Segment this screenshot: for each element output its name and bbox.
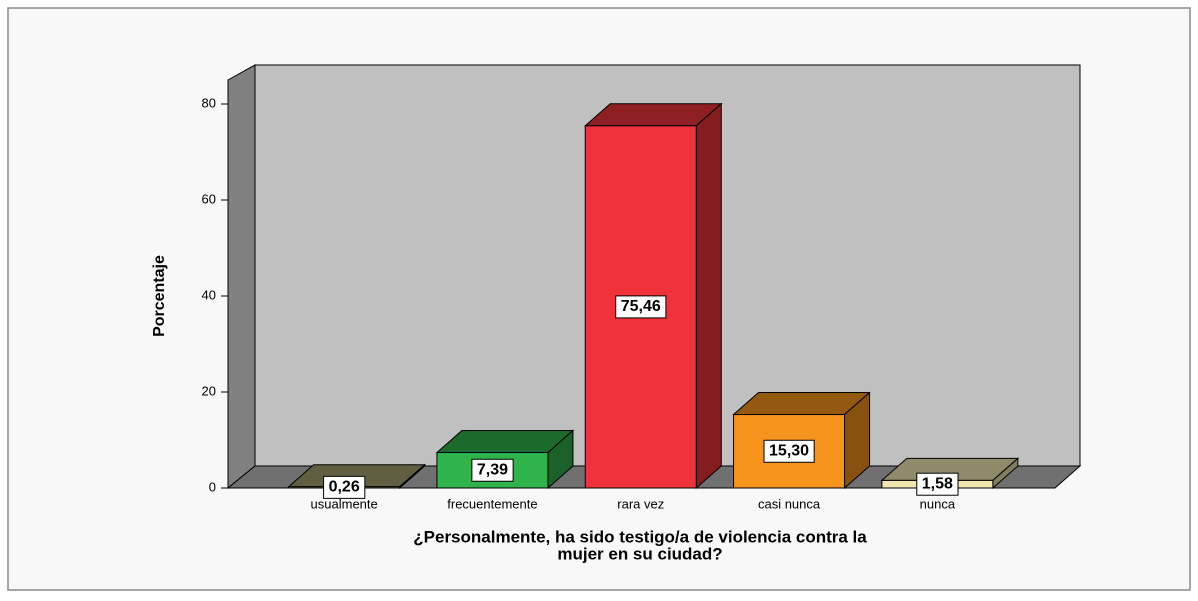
value-label-box [763,439,815,463]
value-label: 7,39 [477,461,508,478]
left-wall [227,64,256,490]
value-label-box [471,458,514,482]
value-label-box [323,475,366,499]
y-axis-label: Porcentaje [151,255,168,337]
y-tick-label: 60 [202,191,216,206]
y-tick-label: 20 [202,383,216,398]
x-tick-label: casi nunca [758,496,821,511]
x-tick-label: rara vez [617,496,664,511]
value-label: 75,46 [621,298,661,315]
x-tick-label: frecuentemente [447,496,537,511]
value-label: 15,30 [769,442,809,459]
x-axis-label: mujer en su ciudad? [557,544,722,563]
x-tick-label: nunca [920,496,956,511]
y-tick-label: 40 [202,287,216,302]
value-label-box [916,472,959,496]
bar [733,414,846,489]
value-label: 1,58 [922,475,953,492]
x-axis-label: ¿Personalmente, ha sido testigo/a de vio… [413,527,867,546]
x-tick-label: usualmente [311,496,378,511]
value-label: 0,26 [329,479,360,496]
y-tick-label: 0 [209,479,216,494]
value-label-box [615,295,667,319]
y-tick-label: 80 [202,95,216,110]
bar-side [695,102,722,490]
